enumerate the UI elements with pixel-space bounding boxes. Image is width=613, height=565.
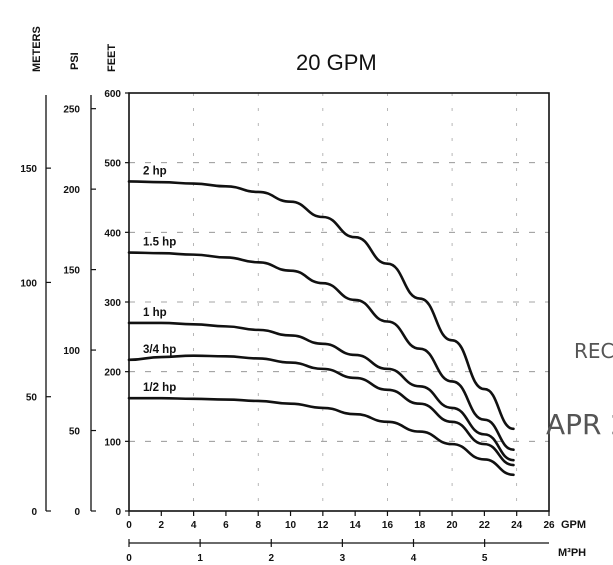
psi-tick-label: 50 <box>69 427 81 438</box>
feet-tick-label: 500 <box>104 159 121 170</box>
gpm-tick-label: 14 <box>350 520 362 531</box>
chart-title: 20 GPM <box>296 50 377 75</box>
series-label-3: 3/4 hp <box>143 344 176 356</box>
gpm-tick-label: 20 <box>447 520 459 531</box>
m3ph-tick-label: 2 <box>268 553 274 564</box>
grid-lines <box>129 93 549 511</box>
meters-tick-label: 150 <box>20 164 37 175</box>
series-label-2: 1 hp <box>143 307 167 319</box>
gpm-tick-label: 0 <box>126 520 132 531</box>
axes: 0 2 4 6 8 10 12 14 16 18 20 22 24 2601002003004005006… <box>20 89 555 564</box>
gpm-tick-label: 8 <box>255 520 261 531</box>
feet-tick-label: 200 <box>104 368 121 379</box>
psi-tick-label: 0 <box>74 507 80 518</box>
series-layer: 2 hp 1.5 hp 1 hp 3/4 hp 1/2 hp <box>127 165 515 477</box>
m3ph-tick-label: 1 <box>197 553 203 564</box>
gpm-tick-label: 12 <box>317 520 329 531</box>
gpm-tick-label: 22 <box>479 520 491 531</box>
series-label-0: 2 hp <box>143 165 167 177</box>
gpm-tick-label: 18 <box>414 520 426 531</box>
m3ph-axis-name: M³PH <box>558 547 586 559</box>
series-curve-1 <box>127 251 515 451</box>
gpm-tick-label: 16 <box>382 520 394 531</box>
feet-tick-label: 400 <box>104 228 121 239</box>
series-curve-3 <box>127 354 515 467</box>
gpm-axis-name: GPM <box>561 519 586 531</box>
gpm-tick-label: 6 <box>223 520 229 531</box>
series-curve-2 <box>127 321 515 462</box>
meters-tick-label: 0 <box>31 507 37 518</box>
feet-axis-name: FEET <box>106 44 118 72</box>
gpm-tick-label: 24 <box>511 520 523 531</box>
m3ph-tick-label: 5 <box>482 553 488 564</box>
psi-tick-label: 150 <box>63 266 80 277</box>
feet-tick-label: 100 <box>104 437 121 448</box>
psi-axis-name: PSI <box>69 52 81 70</box>
gpm-tick-label: 26 <box>543 520 555 531</box>
series-curve-4 <box>127 396 515 477</box>
psi-tick-label: 200 <box>63 185 80 196</box>
gpm-tick-label: 10 <box>285 520 297 531</box>
feet-tick-label: 300 <box>104 298 121 309</box>
series-label-1: 1.5 hp <box>143 237 176 249</box>
meters-tick-label: 50 <box>26 393 38 404</box>
meters-tick-label: 100 <box>20 278 37 289</box>
psi-tick-label: 100 <box>63 346 80 357</box>
stamp-text-date: APR 2 <box>546 408 613 441</box>
feet-tick-label: 0 <box>115 507 121 518</box>
gpm-tick-label: 2 <box>159 520 165 531</box>
stamp-text-rec: REC <box>574 339 613 363</box>
meters-axis-name: METERS <box>31 26 43 72</box>
m3ph-tick-label: 3 <box>340 553 346 564</box>
series-label-4: 1/2 hp <box>143 382 176 394</box>
feet-tick-label: 600 <box>104 89 121 100</box>
m3ph-tick-label: 0 <box>126 553 132 564</box>
m3ph-tick-label: 4 <box>411 553 417 564</box>
psi-tick-label: 250 <box>63 105 80 116</box>
gpm-tick-label: 4 <box>191 520 197 531</box>
series-curve-0 <box>127 180 515 431</box>
